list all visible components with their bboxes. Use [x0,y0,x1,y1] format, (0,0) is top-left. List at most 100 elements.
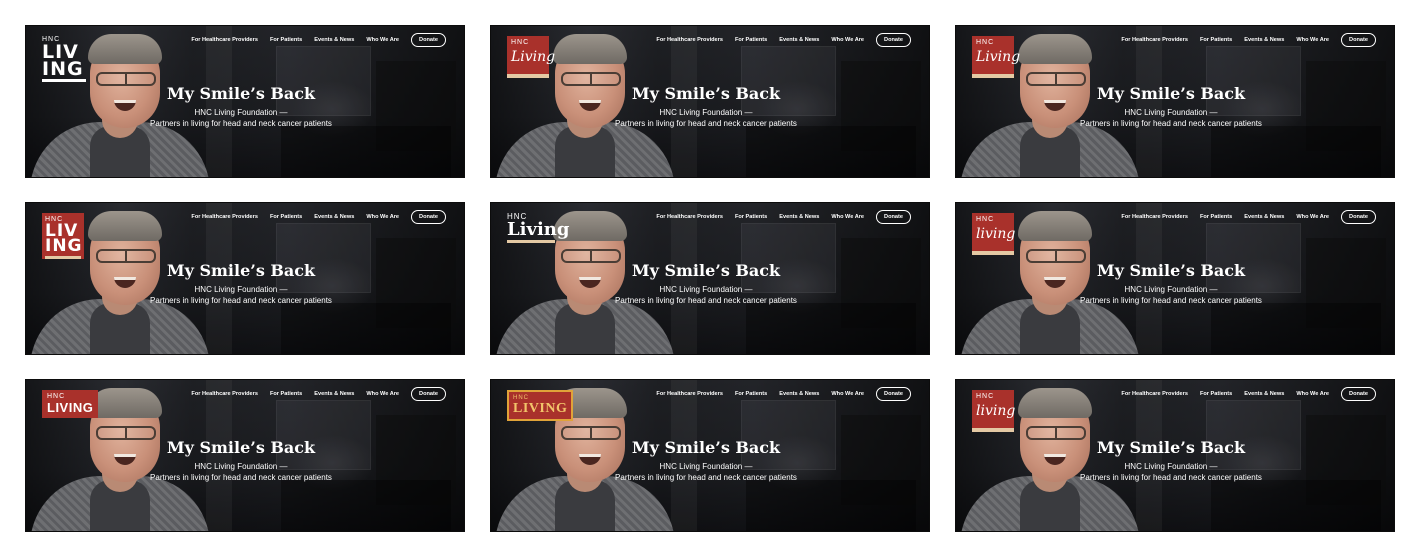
nav-link-healthcare-providers[interactable]: For Healthcare Providers [191,214,258,220]
nav-link-for-patients[interactable]: For Patients [269,214,303,220]
logo-hnc-text: HNC [507,212,528,221]
hero-title: My Smile’s Back [631,261,781,280]
background-shelf [276,223,371,293]
nav-link-for-patients[interactable]: For Patients [734,391,768,397]
hero-title: My Smile’s Back [1096,438,1246,457]
hero-title: My Smile’s Back [1096,261,1246,280]
patient-portrait [491,203,691,354]
nav-link-healthcare-providers[interactable]: For Healthcare Providers [191,37,258,43]
portrait-hair [553,34,627,64]
nav-link-for-patients[interactable]: For Patients [734,37,768,43]
nav-link-healthcare-providers[interactable]: For Healthcare Providers [1121,37,1188,43]
hnc-living-logo[interactable]: HNC living [972,390,1015,432]
hero-subtitle-line1: HNC Living Foundation — [194,285,288,294]
nav-link-events-news[interactable]: Events & News [779,37,820,43]
nav-link-for-patients[interactable]: For Patients [1199,391,1233,397]
logo-word: Living [511,49,556,65]
hero-text: My Smile’s Back HNC Living Foundation — … [1071,261,1271,306]
logo-word: Living [976,49,1021,65]
main-nav: For Healthcare Providers For Patients Ev… [1121,387,1376,401]
nav-link-for-patients[interactable]: For Patients [1199,37,1233,43]
hero-text: My Smile’s Back HNC Living Foundation — … [1071,84,1271,129]
portrait-hair [88,211,162,241]
logo-word-part: LIV [42,41,79,63]
hero-subtitle-line2: Partners in living for head and neck can… [150,118,332,128]
donate-button[interactable]: Donate [876,33,911,47]
nav-link-for-patients[interactable]: For Patients [269,37,303,43]
hero-subtitle-line1: HNC Living Foundation — [1124,462,1218,471]
hero-subtitle-line1: HNC Living Foundation — [659,285,753,294]
portrait-hair [1018,34,1092,64]
nav-link-events-news[interactable]: Events & News [1244,214,1285,220]
logo-underline [45,256,81,259]
nav-link-who-we-are[interactable]: Who We Are [831,391,865,397]
nav-link-healthcare-providers[interactable]: For Healthcare Providers [1121,391,1188,397]
portrait-glasses [561,426,621,440]
nav-link-events-news[interactable]: Events & News [1244,391,1285,397]
logo-hnc-text: HNC [513,395,529,401]
background-wall [206,26,232,177]
hero-text: My Smile’s Back HNC Living Foundation — … [141,261,341,306]
hnc-living-logo[interactable]: HNC Living [972,36,1021,78]
nav-link-who-we-are[interactable]: Who We Are [1296,214,1330,220]
hnc-living-logo[interactable]: HNC Living [507,213,569,243]
nav-link-for-patients[interactable]: For Patients [269,391,303,397]
nav-link-for-patients[interactable]: For Patients [734,214,768,220]
nav-link-healthcare-providers[interactable]: For Healthcare Providers [656,214,723,220]
donate-button[interactable]: Donate [411,387,446,401]
background-furniture [1211,126,1381,177]
nav-link-events-news[interactable]: Events & News [779,391,820,397]
hnc-living-logo[interactable]: HNC living [972,213,1015,255]
background-shelf [1206,400,1301,470]
background-decor [1306,61,1386,151]
nav-link-who-we-are[interactable]: Who We Are [1296,391,1330,397]
portrait-glasses [1026,249,1086,263]
background-wall [1136,26,1162,177]
nav-link-who-we-are[interactable]: Who We Are [366,37,400,43]
background-decor [841,61,921,151]
nav-link-healthcare-providers[interactable]: For Healthcare Providers [191,391,258,397]
nav-link-events-news[interactable]: Events & News [314,214,355,220]
background-furniture [281,126,451,177]
nav-link-events-news[interactable]: Events & News [314,37,355,43]
donate-button[interactable]: Donate [876,210,911,224]
portrait-hair [553,211,627,241]
nav-link-events-news[interactable]: Events & News [1244,37,1285,43]
donate-button[interactable]: Donate [876,387,911,401]
nav-link-who-we-are[interactable]: Who We Are [1296,37,1330,43]
donate-button[interactable]: Donate [1341,33,1376,47]
portrait-glasses [561,72,621,86]
hero-banner-variant-7: HNC LIVING For Healthcare Providers For P… [25,379,465,532]
nav-link-events-news[interactable]: Events & News [779,214,820,220]
nav-link-events-news[interactable]: Events & News [314,391,355,397]
portrait-glasses [561,249,621,263]
logo-word-part: ING [42,58,84,80]
hero-text: My Smile’s Back HNC Living Foundation — … [606,438,806,483]
background-decor [376,415,456,505]
background-wall [671,203,697,354]
hero-subtitle-line2: Partners in living for head and neck can… [150,472,332,482]
nav-link-healthcare-providers[interactable]: For Healthcare Providers [656,391,723,397]
nav-link-healthcare-providers[interactable]: For Healthcare Providers [1121,214,1188,220]
donate-button[interactable]: Donate [1341,387,1376,401]
background-decor [376,238,456,328]
logo-hnc-text: HNC [42,36,61,43]
main-nav: For Healthcare Providers For Patients Ev… [656,33,911,47]
donate-button[interactable]: Donate [1341,210,1376,224]
nav-link-who-we-are[interactable]: Who We Are [366,214,400,220]
nav-link-who-we-are[interactable]: Who We Are [366,391,400,397]
portrait-smile [1044,277,1066,288]
nav-link-healthcare-providers[interactable]: For Healthcare Providers [656,37,723,43]
donate-button[interactable]: Donate [411,33,446,47]
nav-link-for-patients[interactable]: For Patients [1199,214,1233,220]
hero-banner-variant-1: HNC LIV ING For Healthcare Providers For P… [25,25,465,178]
donate-button[interactable]: Donate [411,210,446,224]
background-wall [1136,380,1162,531]
hnc-living-logo[interactable]: HNC Living [507,36,556,78]
nav-link-who-we-are[interactable]: Who We Are [831,214,865,220]
nav-link-who-we-are[interactable]: Who We Are [831,37,865,43]
